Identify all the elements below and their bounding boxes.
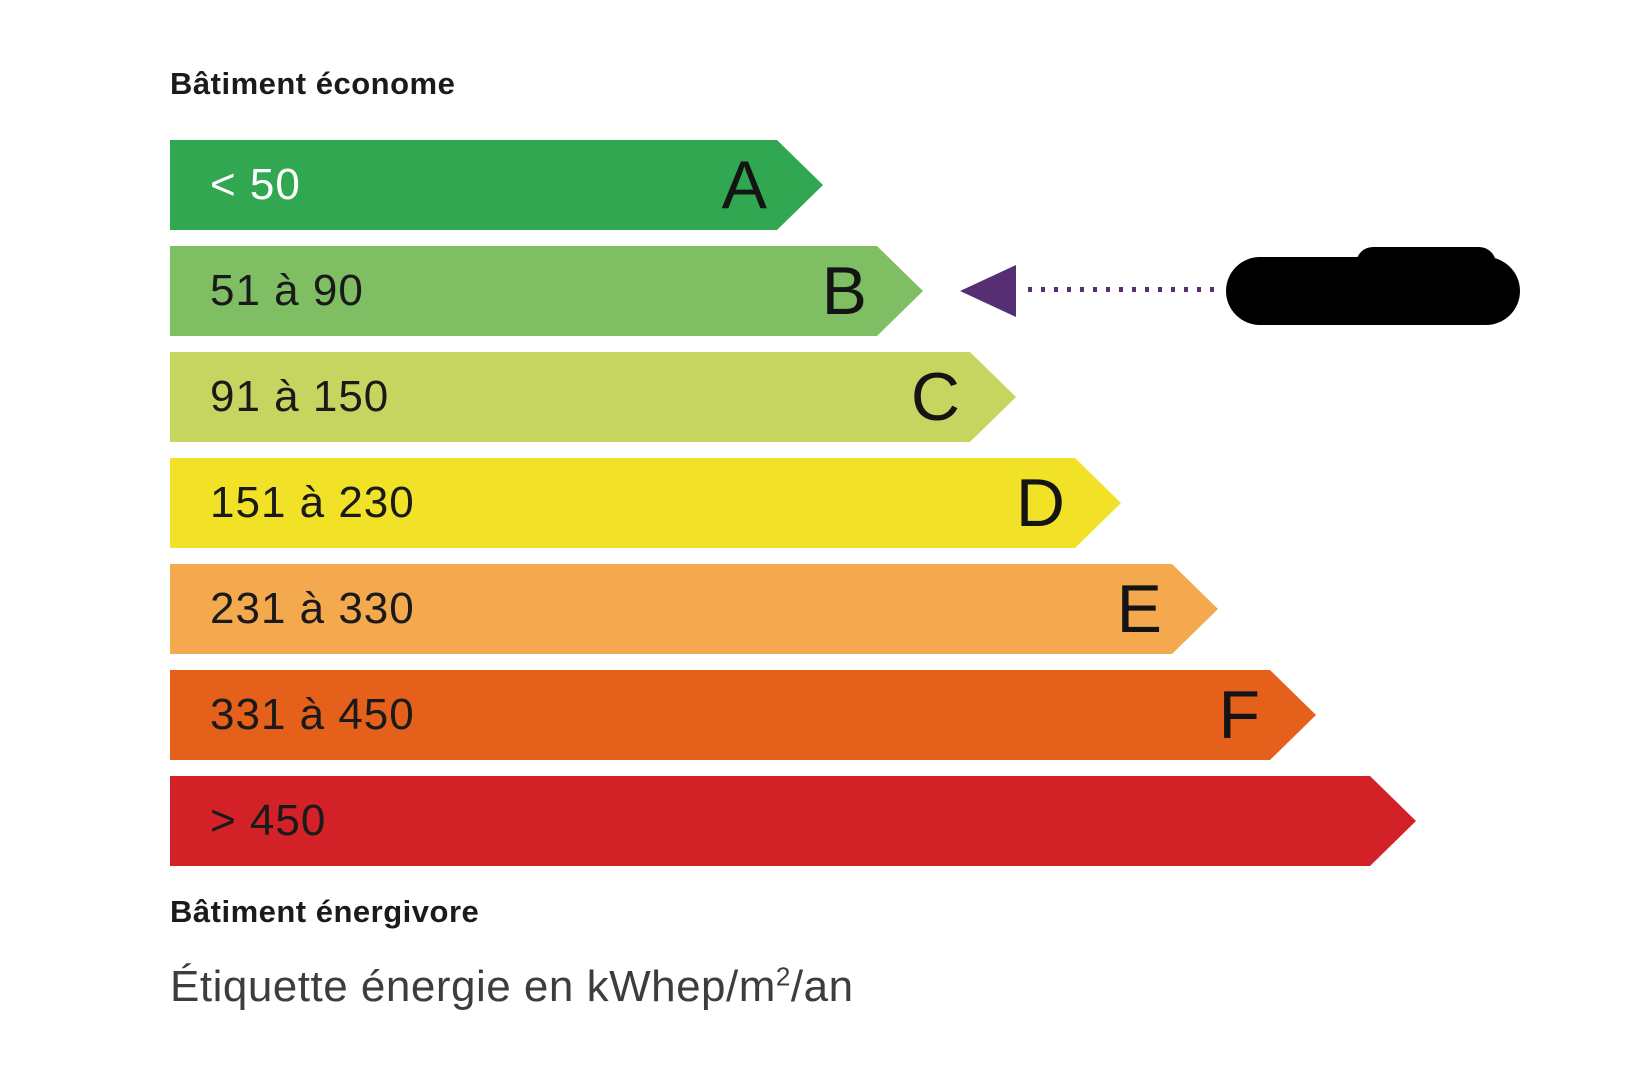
caption-superscript: 2 (775, 961, 791, 992)
redacted-value-blob (1226, 247, 1520, 325)
energy-range-a: < 50 (210, 160, 301, 209)
caption-prefix: Étiquette énergie en kWhep/m (170, 962, 776, 1011)
energy-grade-d: D (1015, 465, 1065, 541)
economical-building-label: Bâtiment économe (170, 66, 456, 101)
indicator-dotted-line (1028, 287, 1222, 292)
indicator-arrow-icon (960, 265, 1016, 317)
energy-grade-a: A (721, 147, 767, 223)
energy-bar-d: 151 à 230 D (170, 458, 1121, 548)
energy-range-b: 51 à 90 (210, 266, 364, 315)
energy-range-f: 331 à 450 (210, 690, 415, 739)
energy-grade-f: F (1218, 677, 1260, 753)
energy-range-e: 231 à 330 (210, 584, 415, 633)
energy-grade-c: C (910, 359, 960, 435)
energy-bar-f: 331 à 450 F (170, 670, 1316, 760)
energy-bar-g: > 450 (170, 776, 1416, 866)
caption-suffix: /an (790, 962, 854, 1011)
energy-range-g: > 450 (210, 796, 327, 845)
energy-grade-b: B (821, 253, 867, 329)
energy-bar-a: < 50 A (170, 140, 823, 230)
energy-intensive-building-label: Bâtiment énergivore (170, 894, 480, 929)
energy-bar-e: 231 à 330 E (170, 564, 1218, 654)
energy-bar-c: 91 à 150 C (170, 352, 1016, 442)
energy-grade-e: E (1116, 571, 1162, 647)
energy-label-caption: Étiquette énergie en kWhep/m2/an (170, 962, 854, 1012)
energy-range-d: 151 à 230 (210, 478, 415, 527)
energy-range-c: 91 à 150 (210, 372, 390, 421)
energy-bar-b: 51 à 90 B (170, 246, 923, 336)
